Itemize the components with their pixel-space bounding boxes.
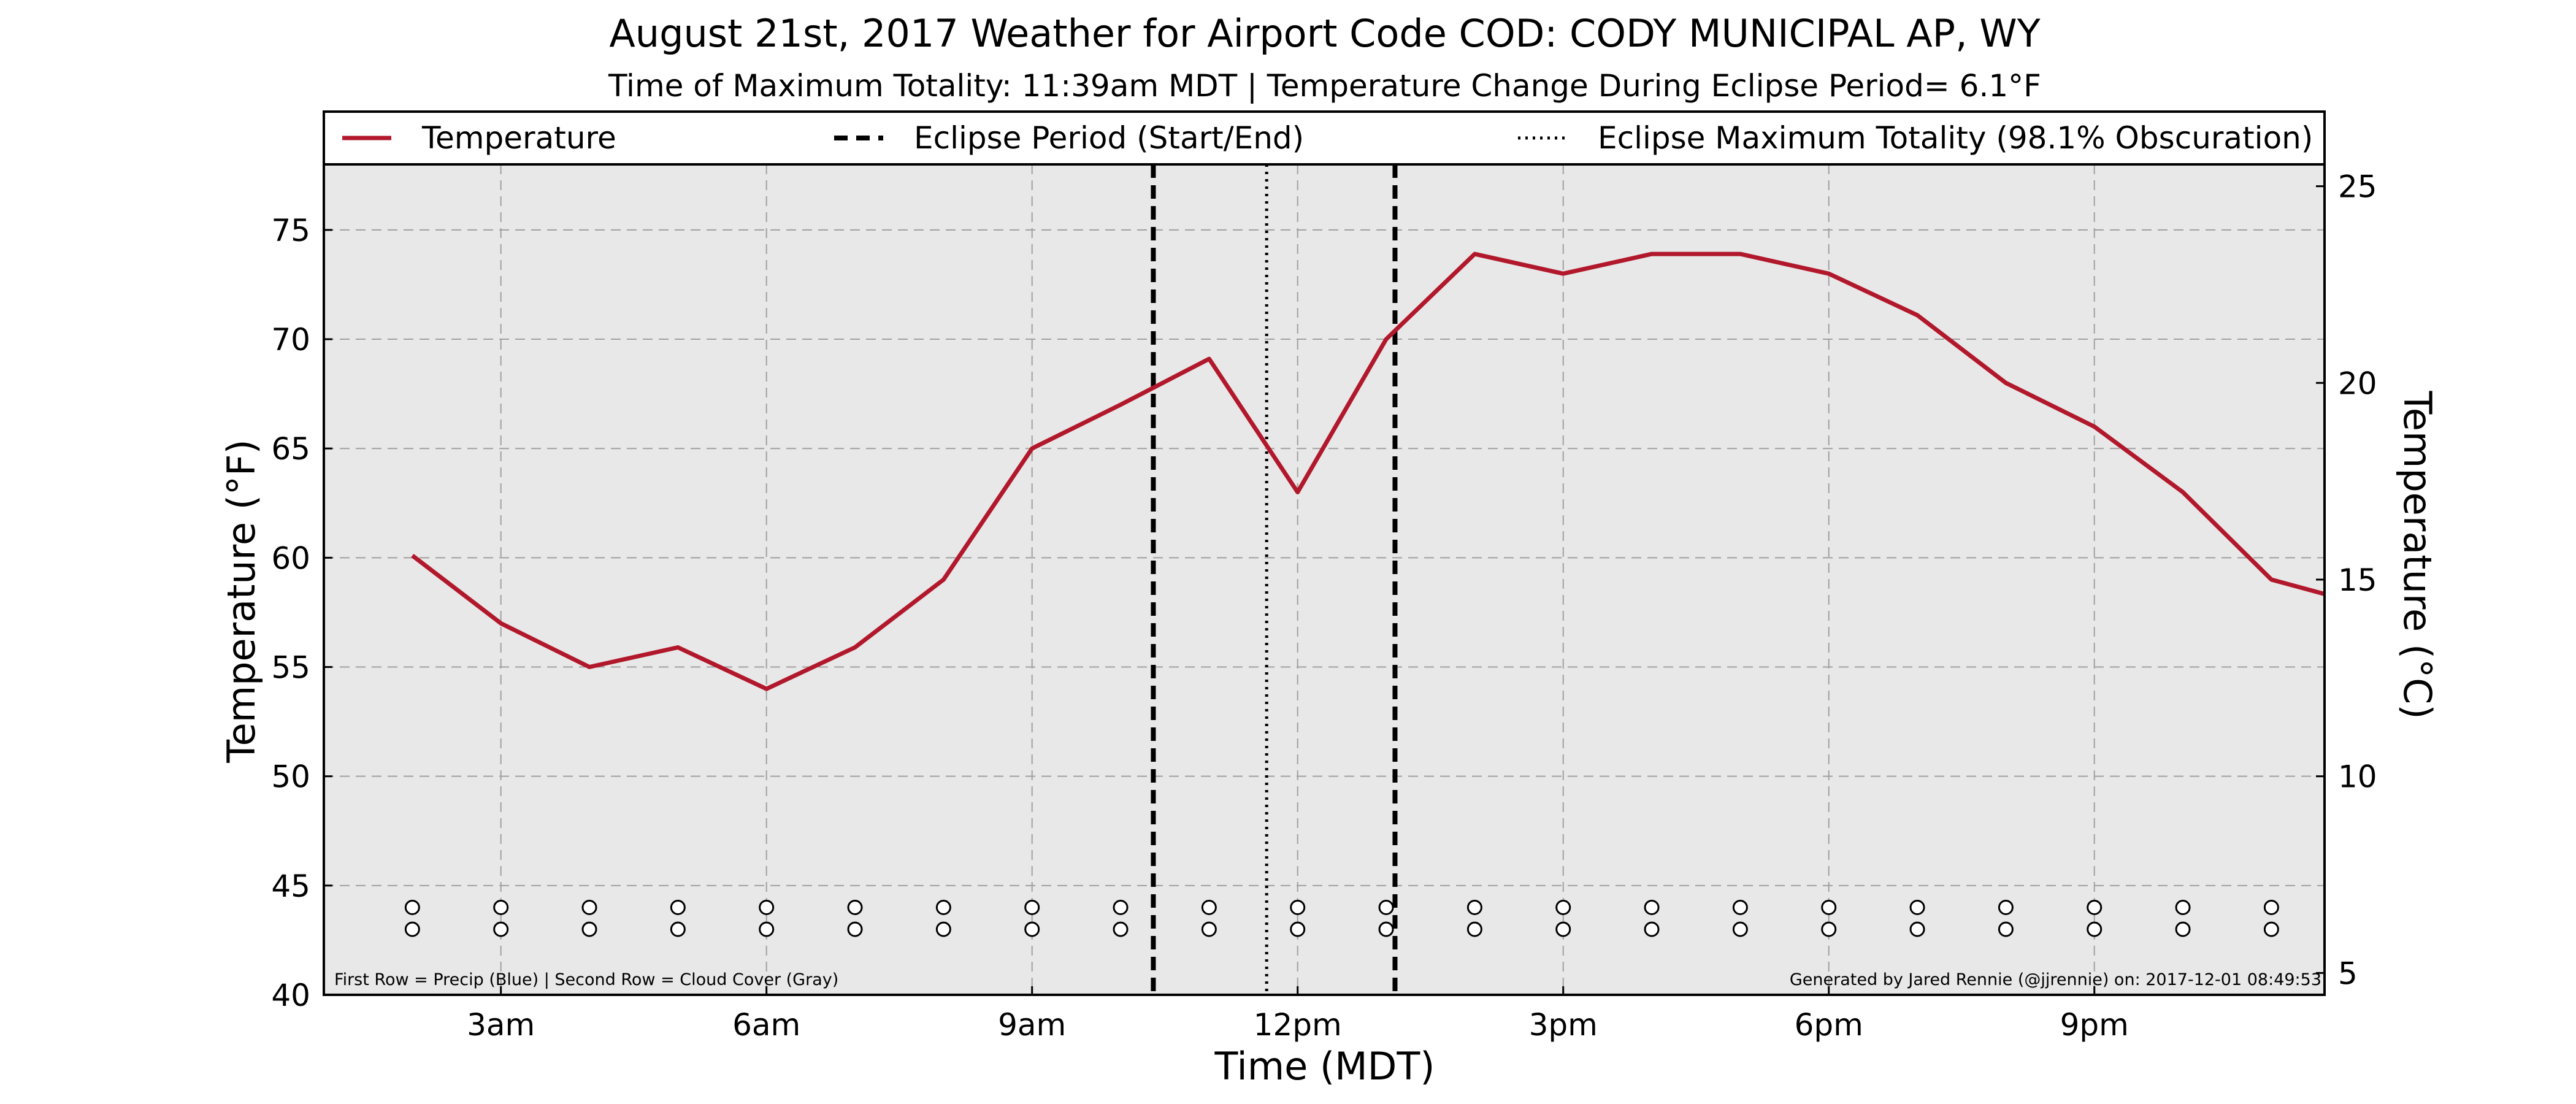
- cloud-cover-marker: [2175, 921, 2191, 937]
- precip-marker: [1644, 899, 1660, 915]
- precip-marker: [1378, 899, 1394, 915]
- precip-marker: [759, 899, 775, 915]
- y-tick-label: 40: [271, 978, 310, 1013]
- chart-subtitle: Time of Maximum Totality: 11:39am MDT | …: [608, 68, 2041, 104]
- cloud-cover-marker: [1821, 921, 1837, 937]
- precip-marker: [2087, 899, 2103, 915]
- footnote-left: First Row = Precip (Blue) | Second Row =…: [334, 970, 838, 989]
- cloud-cover-marker: [1378, 921, 1394, 937]
- x-tick-label: 9pm: [2060, 1007, 2129, 1043]
- precip-marker: [2353, 900, 2367, 914]
- cloud-cover-marker: [2087, 921, 2103, 937]
- y-right-tick-label: 5: [2338, 956, 2358, 991]
- cloud-cover-marker: [2263, 921, 2279, 937]
- y-right-tick-label: 15: [2338, 562, 2377, 598]
- precip-marker: [1290, 899, 1306, 915]
- y-tick-label: 70: [271, 322, 310, 358]
- temperature-series-line: [411, 251, 2325, 691]
- precip-marker: [1821, 899, 1837, 915]
- cloud-cover-marker: [1644, 921, 1660, 937]
- x-tick-label: 3pm: [1529, 1007, 1598, 1043]
- cloud-cover-marker: [581, 921, 597, 937]
- cloud-cover-marker: [1024, 921, 1040, 937]
- plot-background: [324, 164, 2325, 995]
- cloud-cover-marker: [493, 921, 509, 937]
- footnote-right: Generated by Jared Rennie (@jjrennie) on…: [1790, 970, 2321, 989]
- precip-marker: [581, 899, 597, 915]
- cloud-cover-marker: [1732, 921, 1748, 937]
- precip-marker: [404, 899, 420, 915]
- y-tick-label: 50: [271, 759, 310, 795]
- legend-label: Eclipse Period (Start/End): [914, 120, 1304, 156]
- y-tick-label: 60: [271, 540, 310, 576]
- x-tick-label: 12pm: [1254, 1007, 1342, 1043]
- y-right-tick-label: 20: [2338, 366, 2377, 401]
- cloud-cover-marker: [1909, 921, 1925, 937]
- y-tick-label: 45: [271, 868, 310, 904]
- precip-marker: [1466, 899, 1482, 915]
- y-tick-label: 75: [271, 213, 310, 248]
- y-tick-label: 55: [271, 650, 310, 686]
- cloud-cover-marker: [670, 921, 686, 937]
- cloud-cover-marker: [2353, 922, 2367, 936]
- precip-marker: [2263, 899, 2279, 915]
- cloud-cover-marker: [1466, 921, 1482, 937]
- precip-marker: [1732, 899, 1748, 915]
- chart-title: August 21st, 2017 Weather for Airport Co…: [609, 11, 2040, 56]
- precip-marker: [493, 899, 509, 915]
- y-tick-label: 65: [271, 431, 310, 467]
- precip-marker: [1909, 899, 1925, 915]
- precip-marker: [670, 899, 686, 915]
- cloud-cover-marker: [847, 921, 863, 937]
- x-tick-label: 9am: [998, 1007, 1066, 1043]
- y-axis-label: Temperature (°F): [219, 439, 264, 763]
- y-right-tick-label: 10: [2338, 759, 2377, 795]
- precip-marker: [847, 899, 863, 915]
- y-axis-right-label: Temperature (°C): [2395, 390, 2440, 719]
- x-tick-label: 6pm: [1795, 1007, 1863, 1043]
- cloud-cover-marker: [935, 921, 951, 937]
- x-tick-label: 6am: [732, 1007, 800, 1043]
- precip-marker: [1113, 899, 1129, 915]
- cloud-cover-marker: [404, 921, 420, 937]
- precip-marker: [1998, 899, 2014, 915]
- precip-marker: [1201, 899, 1217, 915]
- x-axis-label: Time (MDT): [1214, 1044, 1435, 1089]
- cloud-cover-marker: [1290, 921, 1306, 937]
- cloud-cover-marker: [1113, 921, 1129, 937]
- legend-label: Temperature: [421, 120, 616, 156]
- x-tick-label: 3am: [467, 1007, 535, 1043]
- precip-marker: [935, 899, 951, 915]
- y-right-tick-label: 25: [2338, 169, 2377, 205]
- cloud-cover-marker: [1555, 921, 1571, 937]
- cloud-cover-marker: [1998, 921, 2014, 937]
- cloud-cover-marker: [759, 921, 775, 937]
- cloud-cover-marker: [1201, 921, 1217, 937]
- precip-marker: [1024, 899, 1040, 915]
- legend-label: Eclipse Maximum Totality (98.1% Obscurat…: [1598, 120, 2313, 156]
- precip-marker: [2175, 899, 2191, 915]
- precip-marker: [1555, 899, 1571, 915]
